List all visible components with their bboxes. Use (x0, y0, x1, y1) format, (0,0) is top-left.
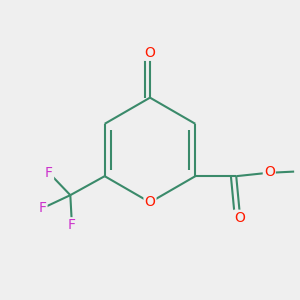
Text: O: O (145, 46, 155, 60)
Text: F: F (68, 218, 76, 232)
Text: O: O (234, 211, 245, 225)
Text: F: F (38, 201, 46, 215)
Text: F: F (45, 166, 53, 180)
Text: O: O (264, 165, 275, 179)
Text: O: O (145, 195, 155, 209)
